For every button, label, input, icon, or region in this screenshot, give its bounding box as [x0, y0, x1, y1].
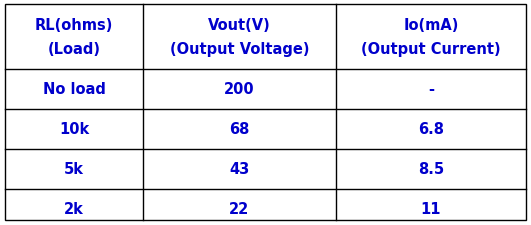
- Text: 68: 68: [229, 122, 250, 137]
- Text: 6.8: 6.8: [418, 122, 444, 137]
- Text: No load: No load: [42, 82, 106, 97]
- Text: 8.5: 8.5: [418, 162, 444, 177]
- Text: 10k: 10k: [59, 122, 89, 137]
- Text: (Output Voltage): (Output Voltage): [170, 42, 309, 56]
- Text: 5k: 5k: [64, 162, 84, 177]
- Text: 2k: 2k: [64, 202, 84, 216]
- Text: 11: 11: [421, 202, 441, 216]
- Text: (Load): (Load): [48, 42, 100, 56]
- Text: 22: 22: [229, 202, 250, 216]
- Text: Vout(V): Vout(V): [208, 18, 271, 33]
- Text: -: -: [428, 82, 434, 97]
- Text: RL(ohms): RL(ohms): [35, 18, 113, 33]
- Text: 200: 200: [224, 82, 255, 97]
- Text: Io(mA): Io(mA): [403, 18, 459, 33]
- Text: (Output Current): (Output Current): [361, 42, 501, 56]
- Text: 43: 43: [229, 162, 250, 177]
